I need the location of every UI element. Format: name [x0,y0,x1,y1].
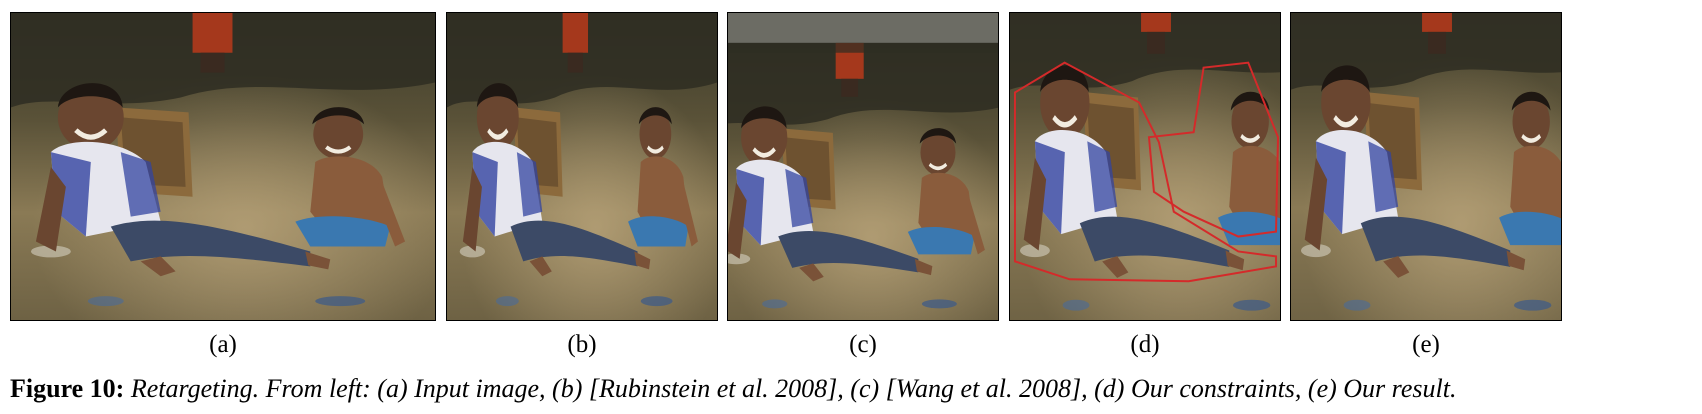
panel-c-image [727,12,999,321]
figure-caption: Figure 10: Retargeting. From left: (a) I… [10,372,1700,406]
panel-a-image [10,12,436,321]
constraints-photo [1010,13,1280,320]
figure-caption-text: Retargeting. From left: (a) Input image,… [130,374,1457,403]
panel-e-label: (e) [1412,331,1440,358]
wang-result-photo [728,13,998,320]
panel-b-image [446,12,718,321]
our-result-photo [1291,13,1561,320]
constraint-outline-right [1147,61,1280,238]
constraint-outline-left [1013,61,1278,283]
panel-d-image [1009,12,1281,321]
panel-e-image [1290,12,1562,321]
figure-number: Figure 10: [10,374,125,403]
panel-c-label: (c) [849,331,877,358]
rubinstein-result-photo [447,13,717,320]
panel-b-label: (b) [567,331,597,358]
panel-d-label: (d) [1130,331,1160,358]
input-image-photo [11,13,435,320]
panel-a-label: (a) [209,331,237,358]
